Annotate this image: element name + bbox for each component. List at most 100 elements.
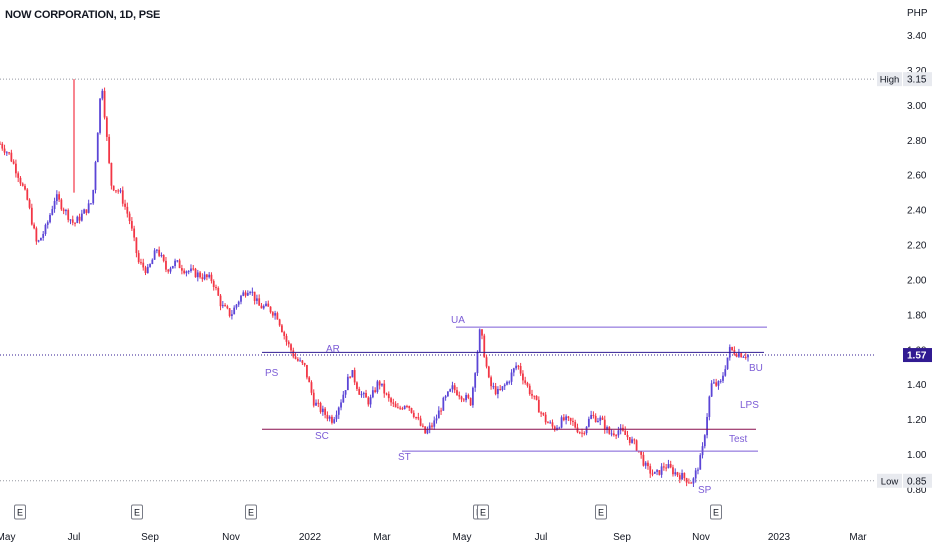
candle [735, 352, 738, 358]
candle [715, 378, 718, 387]
candle [394, 401, 397, 408]
candle [96, 132, 99, 163]
svg-text:0.85: 0.85 [907, 476, 927, 487]
candle [274, 310, 277, 320]
candle [196, 269, 199, 282]
candle [399, 405, 402, 410]
candle [271, 311, 274, 318]
candle [190, 264, 192, 273]
candle [356, 381, 358, 391]
candle [449, 388, 452, 393]
candle [158, 246, 161, 258]
candle [171, 265, 174, 269]
y-tick-label: 2.80 [907, 136, 927, 147]
candle [501, 386, 504, 392]
candle [210, 272, 213, 284]
candle [165, 256, 167, 273]
candle [108, 134, 111, 165]
annotation-label: AR [326, 344, 340, 355]
x-tick-label: Mar [849, 532, 867, 543]
candle [76, 215, 79, 224]
candle [242, 290, 245, 297]
candle [426, 426, 429, 435]
candle [747, 354, 749, 362]
candle [558, 426, 561, 429]
candle [408, 405, 411, 412]
candle [256, 294, 258, 305]
candle [358, 386, 361, 395]
candle [562, 414, 565, 422]
candle [412, 410, 415, 419]
candle [481, 329, 483, 340]
candle [401, 406, 404, 411]
candle [162, 254, 165, 263]
candle [628, 437, 631, 446]
candle [574, 419, 577, 429]
candle [110, 162, 113, 190]
candle [342, 391, 345, 403]
candle [187, 270, 190, 275]
candle [517, 364, 520, 370]
candle [567, 415, 570, 422]
candle [258, 294, 261, 306]
candle [497, 386, 499, 399]
candle [85, 209, 88, 216]
candle [117, 188, 120, 194]
candle [540, 411, 543, 418]
wyckoff-annotations: PS AR SC ST UA SP Test LPS BU [265, 315, 763, 496]
candle [35, 226, 38, 245]
candle [560, 415, 563, 429]
candle [442, 396, 445, 411]
svg-text:E: E [598, 508, 604, 518]
candle [367, 396, 370, 407]
candle [483, 333, 486, 358]
y-tick-label: 3.40 [907, 31, 927, 42]
x-axis[interactable]: May Jul Sep Nov 2022 Mar May Jul Sep Nov 2023 Mar [0, 532, 867, 543]
x-tick-label: 2022 [299, 532, 322, 543]
candle [612, 430, 615, 437]
svg-text:Low: Low [881, 476, 899, 487]
candle [640, 451, 643, 459]
candle [219, 293, 222, 311]
candle [90, 203, 92, 205]
candle [319, 401, 322, 414]
candle [24, 183, 26, 191]
candle [533, 395, 536, 400]
candle [144, 265, 147, 276]
candle [281, 323, 283, 333]
candle [622, 424, 624, 432]
candle [360, 391, 363, 398]
candle [130, 217, 133, 231]
candle [185, 270, 188, 277]
candle [167, 268, 170, 274]
candle [435, 414, 438, 424]
candle [647, 460, 649, 470]
svg-text:E: E [134, 508, 140, 518]
candle [240, 294, 242, 305]
annotation-label: SP [698, 485, 712, 496]
candle [228, 307, 231, 318]
candle [101, 88, 104, 101]
candle [626, 430, 629, 441]
annotation-label: ST [398, 452, 411, 463]
annotation-label: LPS [740, 400, 759, 411]
candle [506, 380, 508, 386]
candle [292, 347, 295, 359]
candle [328, 415, 331, 422]
candle [37, 239, 40, 243]
candle [446, 391, 449, 398]
candle [535, 395, 538, 401]
candle [3, 144, 6, 156]
candle [624, 426, 627, 436]
y-tick-label: 1.80 [907, 310, 927, 321]
candle [337, 406, 340, 419]
candle [681, 469, 683, 480]
candle [631, 436, 633, 444]
y-tick-label: 3.00 [907, 101, 927, 112]
candle [121, 186, 124, 207]
candle [0, 141, 1, 145]
candle [724, 365, 727, 377]
candle [362, 391, 365, 399]
annotation-label: UA [451, 315, 465, 326]
